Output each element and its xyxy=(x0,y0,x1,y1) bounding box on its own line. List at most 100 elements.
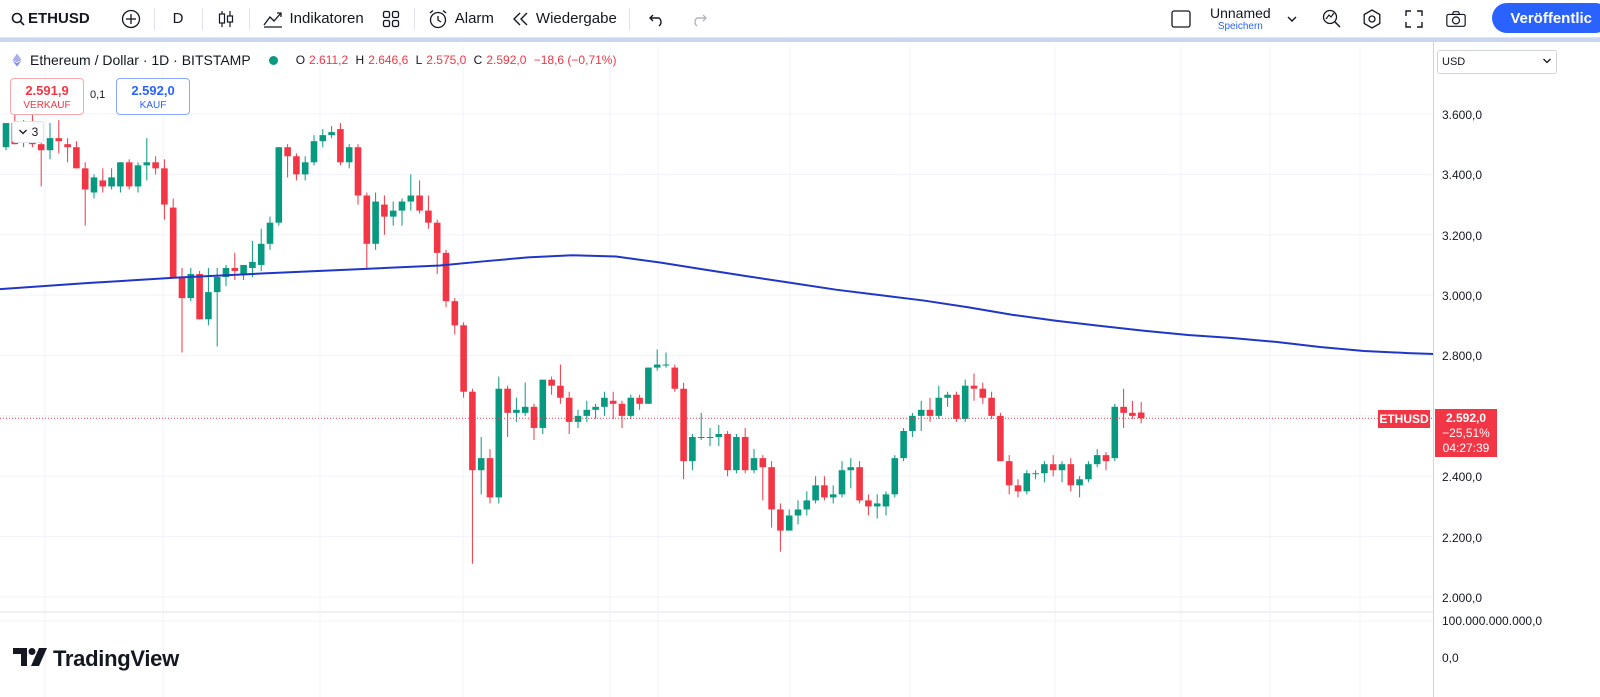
replay-button[interactable]: Wiedergabe xyxy=(502,0,625,38)
candle xyxy=(363,192,371,268)
price-scale[interactable] xyxy=(1433,42,1600,697)
last-price-tag: 2.592,0 −25,51% 04:27:39 xyxy=(1435,409,1497,457)
save-layout-button[interactable]: Unnamed Speichern xyxy=(1210,6,1271,32)
currency-selector[interactable]: USD xyxy=(1437,50,1557,74)
redo-button[interactable] xyxy=(680,0,718,38)
candle xyxy=(689,433,696,471)
candle xyxy=(477,437,485,495)
candle-body xyxy=(627,397,635,416)
high-value: 2.646,6 xyxy=(368,53,409,67)
bar-countdown: 04:27:39 xyxy=(1442,441,1490,455)
layout-menu-button[interactable] xyxy=(1271,0,1313,38)
candle xyxy=(601,391,608,416)
candle xyxy=(495,376,503,504)
tradingview-logo[interactable]: TradingView xyxy=(13,646,179,672)
candle-body xyxy=(407,195,415,202)
indicators-button[interactable]: Indikatoren xyxy=(254,0,372,38)
candle-body xyxy=(680,388,687,462)
last-price-change: −25,51% xyxy=(1442,426,1490,440)
candle xyxy=(715,424,723,447)
quick-search-button[interactable] xyxy=(1313,0,1351,38)
indicator-collapse-button[interactable]: 3 xyxy=(12,121,44,143)
candle-body xyxy=(178,277,186,299)
symbol-search[interactable]: ETHUSD xyxy=(0,0,98,38)
candle-body xyxy=(1076,479,1083,486)
candle-body xyxy=(662,364,670,366)
candle-body xyxy=(882,494,890,507)
search-icon xyxy=(10,8,26,30)
candle xyxy=(319,129,327,148)
candle xyxy=(99,168,107,193)
candle xyxy=(1120,388,1127,428)
undo-button[interactable] xyxy=(634,0,680,38)
candle xyxy=(953,391,960,422)
alert-button[interactable]: Alarm xyxy=(419,0,502,38)
candle xyxy=(829,485,837,504)
candle-body xyxy=(266,222,274,244)
candle-body xyxy=(583,409,591,416)
candle-body xyxy=(64,144,71,148)
add-circle-icon xyxy=(120,8,142,30)
candle-body xyxy=(249,261,256,268)
candle-body xyxy=(1137,412,1145,419)
candle xyxy=(266,216,274,250)
candle-body xyxy=(733,437,740,471)
candle xyxy=(460,322,467,398)
candle xyxy=(187,267,195,302)
interval-button[interactable]: D xyxy=(172,10,184,27)
candle xyxy=(706,427,714,447)
gear-icon xyxy=(1361,8,1383,30)
candle-body xyxy=(425,210,432,223)
candle-body xyxy=(944,394,951,398)
candle xyxy=(548,376,555,395)
settings-button[interactable] xyxy=(1351,0,1393,38)
candle xyxy=(275,147,283,226)
candle xyxy=(2,123,10,151)
candle xyxy=(1032,470,1039,480)
candle xyxy=(1049,455,1057,477)
low-value: 2.575,0 xyxy=(426,53,467,67)
candle-body xyxy=(653,364,661,368)
publish-button[interactable]: Veröffentlic xyxy=(1492,3,1600,33)
candle xyxy=(935,385,943,419)
candle-body xyxy=(495,388,503,498)
candle-body xyxy=(697,437,705,439)
candle-body xyxy=(293,156,300,175)
candle xyxy=(821,476,828,501)
candle xyxy=(618,400,626,428)
indicator-count: 3 xyxy=(31,125,39,139)
top-toolbar: ETHUSD D Indikatoren xyxy=(0,0,1600,38)
candle xyxy=(970,373,978,401)
candle xyxy=(169,198,177,278)
candle xyxy=(1137,401,1145,424)
separator xyxy=(201,7,203,30)
chart-type-button[interactable] xyxy=(207,0,245,38)
candle-body xyxy=(759,458,767,468)
candle-body xyxy=(319,135,327,142)
compare-button[interactable] xyxy=(112,0,150,38)
templates-button[interactable] xyxy=(372,0,410,38)
candle xyxy=(73,141,80,169)
candle xyxy=(240,264,247,281)
candle xyxy=(231,252,239,281)
candle-body xyxy=(909,415,916,431)
candle-body xyxy=(689,437,696,462)
candle-body xyxy=(301,162,309,175)
candle xyxy=(565,391,573,434)
fullscreen-button[interactable] xyxy=(1393,0,1435,38)
candle-body xyxy=(389,210,397,217)
layout-toggle[interactable] xyxy=(1164,0,1198,38)
candle-body xyxy=(37,144,45,151)
candle-body xyxy=(46,138,54,151)
candle xyxy=(125,159,133,190)
market-open-indicator xyxy=(268,55,278,65)
candle-body xyxy=(354,147,362,196)
snapshot-button[interactable] xyxy=(1435,0,1477,38)
buy-button[interactable]: 2.592,0 KAUF xyxy=(116,78,190,115)
candle-body xyxy=(997,415,1004,462)
undo-icon xyxy=(646,8,668,30)
sell-button[interactable]: 2.591,9 VERKAUF xyxy=(10,78,84,115)
candle-body xyxy=(715,433,723,438)
candle-body xyxy=(55,138,63,142)
